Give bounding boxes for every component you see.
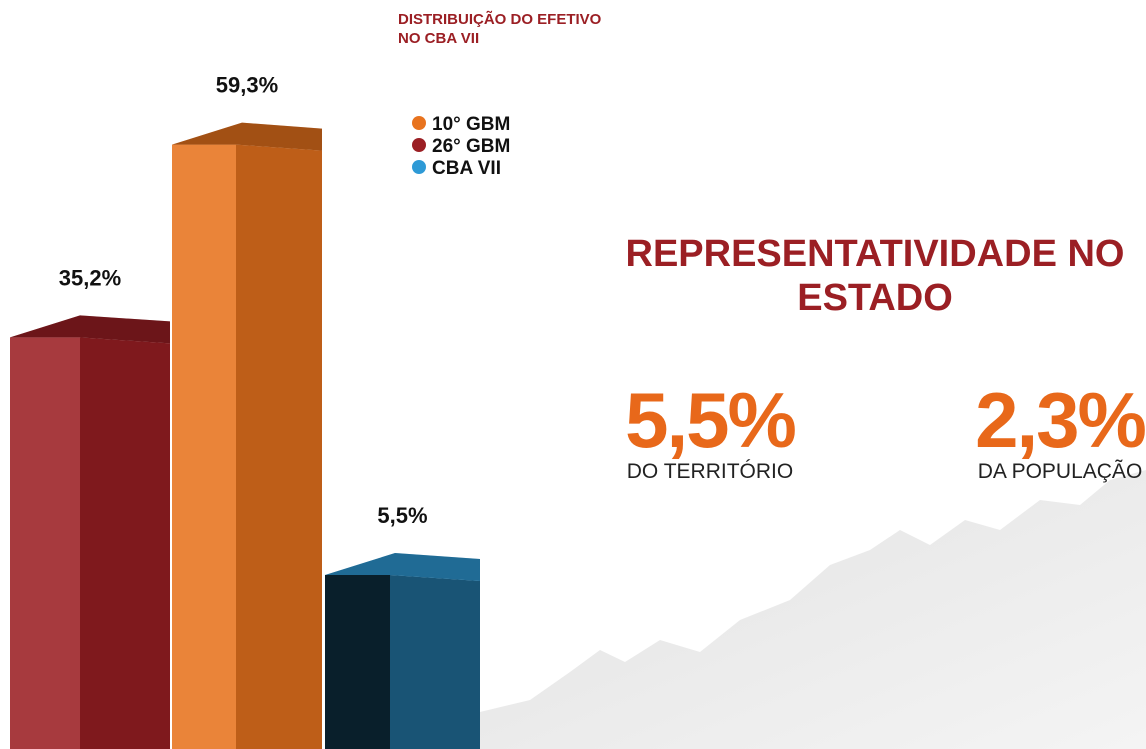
stat-value: 2,3% xyxy=(950,380,1146,460)
legend-marker xyxy=(412,138,426,152)
page: 35,2% 59,3% 5,5% 10° GBM26° GBMCBA VII DIST… xyxy=(0,0,1146,749)
stat: 2,3% DA POPULAÇÃO xyxy=(950,380,1146,484)
stat-value: 5,5% xyxy=(600,380,820,460)
stat-label: DO TERRITÓRIO xyxy=(600,460,820,484)
chart: 35,2% 59,3% 5,5% 10° GBM26° GBMCBA VII xyxy=(0,0,1146,749)
legend-marker xyxy=(412,160,426,174)
value-label: 59,3% xyxy=(216,73,278,98)
bar-front-shade xyxy=(172,145,236,749)
legend-marker xyxy=(412,116,426,130)
bar-side-shade xyxy=(390,575,480,749)
bar-side-shade xyxy=(236,145,322,749)
value-label: 5,5% xyxy=(377,503,427,528)
stat: 5,5% DO TERRITÓRIO xyxy=(600,380,820,484)
mountain-background xyxy=(480,470,1146,749)
legend-label: CBA VII xyxy=(432,158,501,179)
bar-front-shade xyxy=(10,337,80,749)
legend-label: 10° GBM xyxy=(432,114,510,135)
legend-label: 26° GBM xyxy=(432,136,510,157)
bar-front-shade xyxy=(325,575,390,749)
bar-side-shade xyxy=(80,337,170,749)
panel-title: REPRESENTATIVIDADE NO ESTADO xyxy=(610,232,1140,320)
stat-label: DA POPULAÇÃO xyxy=(950,460,1146,484)
chart-title: DISTRIBUIÇÃO DO EFETIVO NO CBA VII xyxy=(398,10,603,48)
value-label: 35,2% xyxy=(59,265,121,290)
